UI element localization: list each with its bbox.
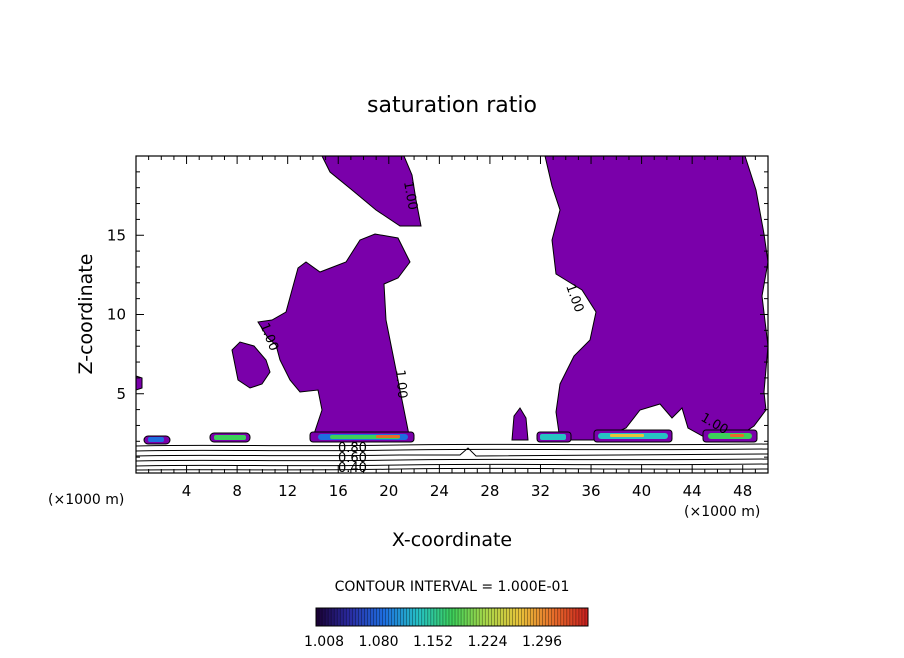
- contour-line: [136, 467, 768, 471]
- x-unit-label-right: (×1000 m): [684, 504, 760, 520]
- y-axis-title: Z-coordinate: [75, 254, 97, 375]
- x-tick-label: 40: [632, 482, 651, 500]
- contour-line: [136, 447, 768, 457]
- x-tick-label: 44: [683, 482, 702, 500]
- core-46b: [730, 434, 744, 437]
- core-2: [148, 437, 164, 442]
- region-small-left-cloud: [231, 341, 271, 389]
- saturated-regions: [136, 156, 768, 445]
- region-top-cloud: [321, 156, 422, 227]
- x-tick-label: 48: [733, 482, 752, 500]
- x-tick-label: 24: [430, 482, 449, 500]
- colorbar-tick-label: 1.296: [522, 634, 562, 650]
- y-tick-label: 10: [107, 306, 126, 324]
- chart-title: saturation ratio: [367, 93, 537, 118]
- core-38b: [610, 434, 644, 437]
- y-tick-label: 15: [107, 226, 126, 244]
- contour-labels: 1.00 1.00 1.00 1.00 1.00 0.80 0.60 0.40: [256, 180, 730, 476]
- x-unit-label-left: (×1000 m): [48, 492, 124, 508]
- x-tick-label: 32: [531, 482, 550, 500]
- y-axis: 5 10 15: [107, 171, 768, 458]
- colorbar-tick-label: 1.080: [358, 634, 398, 650]
- contour-label: 1.00: [392, 369, 409, 399]
- colorbar-tick-label: 1.008: [304, 634, 344, 650]
- plot-content: 1.00 1.00 1.00 1.00 1.00 0.80 0.60 0.40: [136, 156, 768, 476]
- core-8: [214, 435, 246, 440]
- x-tick-label: 20: [379, 482, 398, 500]
- region-central-cloud: [257, 233, 411, 441]
- contour-label: 0.80: [338, 441, 367, 456]
- core-32: [540, 434, 566, 440]
- supersaturation-cores: [148, 433, 752, 442]
- colorbar-tick-label: 1.152: [413, 634, 453, 650]
- colorbar-labels: 1.008 1.080 1.152 1.224 1.296: [304, 634, 562, 650]
- core-20: [376, 435, 400, 438]
- contour-line: [136, 443, 768, 447]
- x-axis-title: X-coordinate: [392, 529, 512, 551]
- x-tick-label: 12: [278, 482, 297, 500]
- region-right-cloud: [544, 156, 768, 441]
- x-tick-label: 8: [232, 482, 242, 500]
- x-tick-label: 16: [329, 482, 348, 500]
- contour-line: [136, 463, 768, 467]
- contour-interval-text: CONTOUR INTERVAL = 1.000E-01: [335, 579, 570, 595]
- contour-line: [136, 448, 768, 452]
- contour-label: 0.40: [338, 461, 367, 476]
- x-tick-label: 36: [581, 482, 600, 500]
- x-tick-label: 4: [182, 482, 192, 500]
- region-edge-left-cloud: [136, 375, 143, 391]
- region-spike-30: [511, 407, 529, 441]
- x-tick-label: 28: [480, 482, 499, 500]
- surface-contour-lines: [136, 443, 768, 471]
- y-tick-label: 5: [116, 385, 126, 403]
- colorbar-tick-label: 1.224: [467, 634, 507, 650]
- colorbar-stripes: [318, 608, 586, 626]
- x-axis: 4 8 12 16 20 24 28 32 36 40 44 48: [148, 156, 756, 500]
- contour-line: [136, 458, 768, 462]
- contour-label: 0.60: [338, 451, 367, 466]
- contour-label: 1.00: [400, 180, 420, 211]
